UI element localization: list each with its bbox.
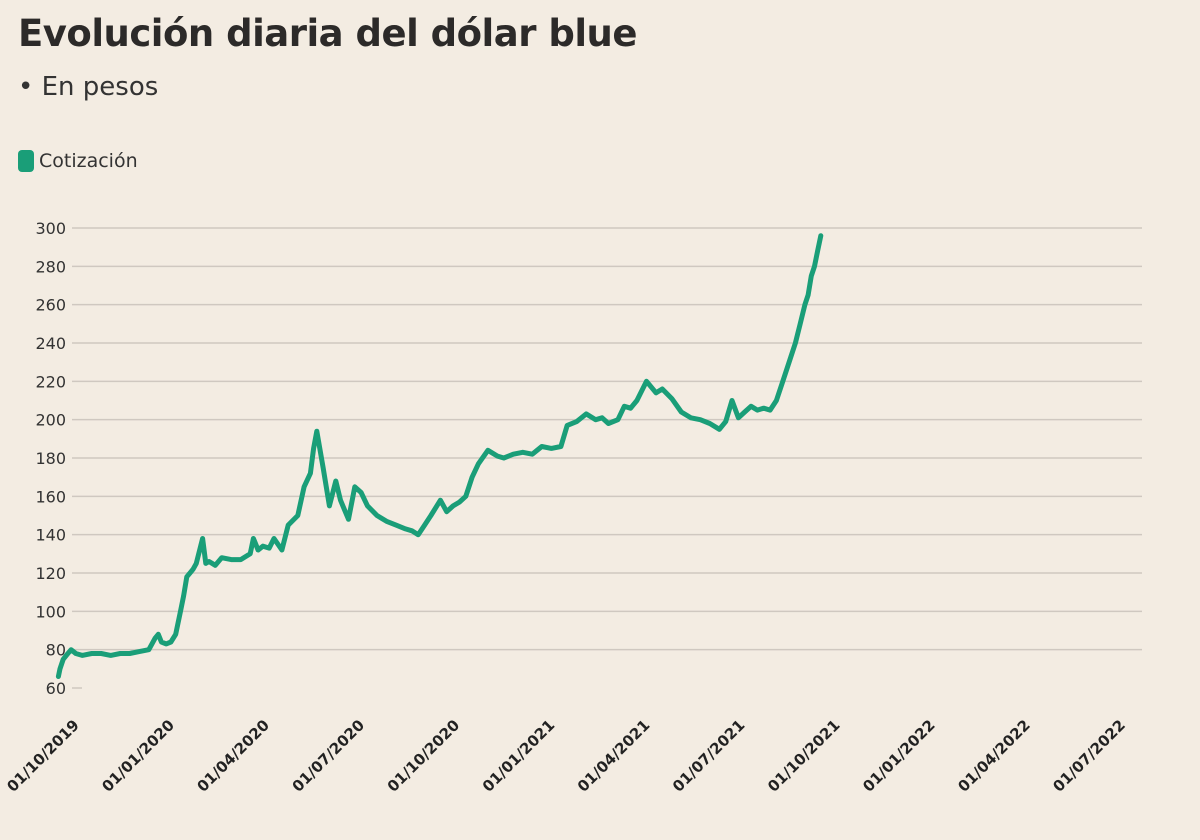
x-tick-label: 01/04/2021 — [574, 716, 654, 796]
y-tick-label: 240 — [35, 334, 66, 353]
x-tick-label: 01/10/2020 — [384, 716, 464, 796]
y-axis-labels: 60 80 100 120 140 160 180 200 220 240 260 280 300 — [35, 219, 66, 698]
y-tick-label: 260 — [35, 296, 66, 315]
y-tick-label: 200 — [35, 411, 66, 430]
x-tick-label: 01/10/2019 — [3, 716, 83, 796]
y-tick-label: 300 — [35, 219, 66, 238]
y-tick-label: 160 — [35, 487, 66, 506]
y-tick-label: 100 — [35, 602, 66, 621]
y-tick-label: 220 — [35, 372, 66, 391]
y-tick-label: 120 — [35, 564, 66, 583]
x-tick-label: 01/07/2021 — [669, 716, 749, 796]
chart-title: Evolución diaria del dólar blue — [18, 12, 637, 55]
y-tick-label: 140 — [35, 526, 66, 545]
y-tick-label: 280 — [35, 257, 66, 276]
x-tick-label: 01/10/2021 — [764, 716, 844, 796]
x-tick-label: 01/01/2020 — [98, 716, 178, 796]
legend-swatch — [18, 150, 34, 172]
x-tick-label: 01/01/2021 — [479, 716, 559, 796]
legend: Cotización — [18, 150, 138, 172]
y-gridlines — [72, 227, 1142, 689]
chart-subtitle: • En pesos — [18, 72, 159, 102]
x-axis-labels: 01/10/2019 01/01/2020 01/04/2020 01/07/2020… — [3, 716, 1129, 796]
y-tick-label: 60 — [46, 679, 66, 698]
x-tick-label: 01/07/2022 — [1049, 716, 1129, 796]
legend-label: Cotización — [39, 150, 138, 172]
y-tick-label: 180 — [35, 449, 66, 468]
series-line-cotizacion — [55, 233, 824, 679]
x-tick-label: 01/04/2020 — [194, 716, 274, 796]
x-tick-label: 01/07/2020 — [289, 716, 369, 796]
x-tick-label: 01/04/2022 — [954, 716, 1034, 796]
x-tick-label: 01/01/2022 — [859, 716, 939, 796]
y-tick-label: 80 — [46, 641, 66, 660]
